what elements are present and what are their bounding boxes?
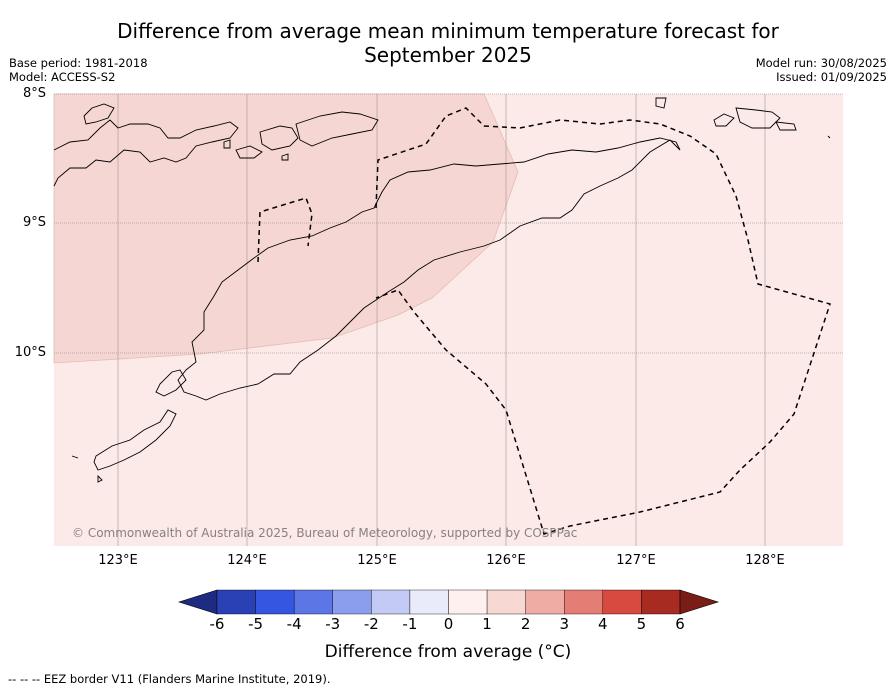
coastline-island-d bbox=[281, 153, 289, 161]
lon-label-124e: 124°E bbox=[227, 553, 267, 568]
colorbar-tick-label: 4 bbox=[598, 615, 608, 633]
colorbar-extend-high bbox=[679, 589, 719, 615]
coastline-island-h bbox=[775, 121, 797, 131]
coastline-wetar bbox=[655, 97, 667, 109]
meta-left: Base period: 1981-2018 Model: ACCESS-S2 bbox=[9, 56, 148, 84]
coastline-flores bbox=[53, 119, 239, 187]
coastlines bbox=[53, 97, 831, 483]
colorbar-cell bbox=[448, 589, 488, 615]
colorbar-tick-label: 0 bbox=[443, 615, 454, 633]
colorbar-tick-label: 5 bbox=[636, 615, 647, 633]
eez-footnote: -- -- -- EEZ border V11 (Flanders Marine… bbox=[8, 672, 331, 686]
lat-label-8s: 8°S bbox=[22, 86, 46, 101]
coastline-island-e bbox=[223, 139, 231, 149]
meta-right: Model run: 30/08/2025 Issued: 01/09/2025 bbox=[756, 56, 887, 84]
coastline-alor bbox=[295, 111, 379, 147]
lon-label-128e: 128°E bbox=[745, 553, 785, 568]
coastline-rote bbox=[155, 369, 187, 397]
coastline-island-i bbox=[827, 135, 831, 139]
coastline-sawu bbox=[71, 455, 79, 459]
colorbar-cell bbox=[293, 589, 333, 615]
colorbar-tick-label: -6 bbox=[209, 615, 225, 633]
coastline-island-f bbox=[713, 113, 735, 127]
colorbar-cell bbox=[641, 589, 681, 615]
eez-border bbox=[257, 107, 831, 535]
chart-title: Difference from average mean minimum tem… bbox=[0, 19, 896, 67]
coastline-island-c bbox=[235, 145, 263, 159]
graticule bbox=[54, 93, 843, 354]
title-line-1: Difference from average mean minimum tem… bbox=[117, 19, 779, 43]
coastline-island-j bbox=[97, 474, 103, 483]
lon-label-126e: 126°E bbox=[486, 553, 526, 568]
colorbar-tick-label: 1 bbox=[482, 615, 492, 633]
issued-text: Issued: 01/09/2025 bbox=[776, 70, 887, 84]
colorbar-extend-low bbox=[178, 589, 218, 615]
copyright-text: © Commonwealth of Australia 2025, Bureau… bbox=[72, 526, 578, 540]
colorbar-cell bbox=[564, 589, 604, 615]
colorbar-tick-label: 3 bbox=[559, 615, 570, 633]
coastline-island-g bbox=[735, 107, 781, 129]
colorbar-cell bbox=[332, 589, 372, 615]
colorbar-cell bbox=[525, 589, 565, 615]
colorbar-tick-label: -1 bbox=[402, 615, 418, 633]
colorbar-cell bbox=[602, 589, 642, 615]
colorbar-cell bbox=[216, 589, 256, 615]
colorbar-cell bbox=[409, 589, 449, 615]
lon-label-127e: 127°E bbox=[616, 553, 656, 568]
colorbar-tick-label: -4 bbox=[286, 615, 302, 633]
title-line-2: September 2025 bbox=[364, 43, 532, 67]
model-text: Model: ACCESS-S2 bbox=[9, 70, 116, 84]
colorbar-tick-label: -5 bbox=[248, 615, 264, 633]
colorbar-tick-label: -3 bbox=[325, 615, 341, 633]
colorbar-cell bbox=[255, 589, 295, 615]
lon-label-123e: 123°E bbox=[98, 553, 138, 568]
colorbar-cell bbox=[371, 589, 411, 615]
coastline-timor bbox=[177, 137, 681, 401]
colorbar-tick-label: -2 bbox=[363, 615, 379, 633]
base-period-text: Base period: 1981-2018 bbox=[9, 56, 148, 70]
coastline-island-b bbox=[259, 125, 299, 151]
coastline-sumba-tip bbox=[93, 409, 177, 471]
model-run-text: Model run: 30/08/2025 bbox=[755, 56, 887, 70]
colorbar-label: Difference from average (°C) bbox=[324, 642, 572, 662]
colorbar-tick-label: 2 bbox=[520, 615, 531, 633]
lat-label-10s: 10°S bbox=[14, 345, 46, 360]
lon-label-125e: 125°E bbox=[357, 553, 397, 568]
coastline-island-a bbox=[83, 103, 115, 125]
anomaly-band-1-2 bbox=[53, 93, 519, 364]
lat-label-9s: 9°S bbox=[22, 215, 46, 230]
colorbar-tick-label: 6 bbox=[675, 615, 685, 633]
colorbar-cell bbox=[486, 589, 526, 615]
